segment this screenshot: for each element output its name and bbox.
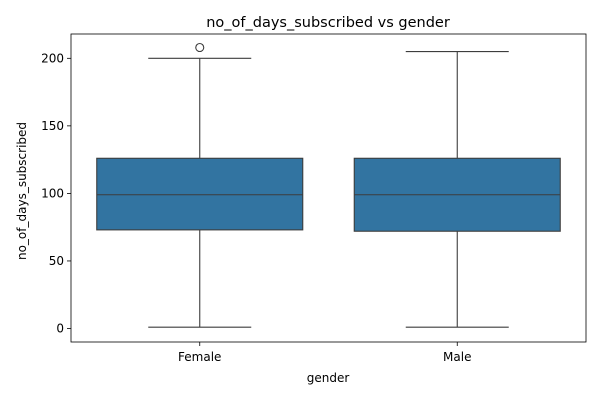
x-tick-label: Female [178,350,221,364]
y-axis-label: no_of_days_subscribed [15,122,29,260]
y-tick-label: 150 [41,119,64,133]
y-tick-label: 0 [56,321,64,335]
chart-title: no_of_days_subscribed vs gender [206,15,450,31]
x-tick-label: Male [443,350,471,364]
y-tick-label: 50 [49,254,64,268]
outlier-point [195,42,205,53]
plot-area: 0 50 100 150 200 Female Male [41,33,587,364]
y-tick-label: 200 [41,51,64,65]
y-tick-label: 100 [41,186,64,200]
x-axis-label: gender [307,371,350,385]
box-female [96,157,304,231]
axes-frame [70,33,587,343]
